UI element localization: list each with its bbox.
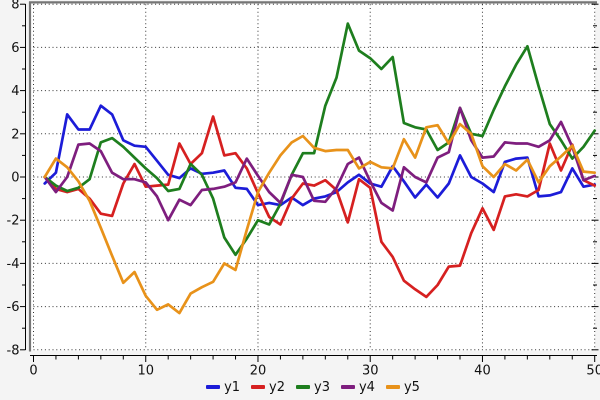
legend-swatch-icon <box>340 385 355 389</box>
y-tick-label: -6 <box>7 300 20 315</box>
axes <box>20 3 599 362</box>
legend-item-y3: y3 <box>296 380 330 395</box>
y-tick-label: -2 <box>7 214 20 229</box>
legend-item-y2: y2 <box>251 380 285 395</box>
legend-swatch-icon <box>206 385 221 389</box>
legend-label: y5 <box>403 379 420 395</box>
legend-item-y5: y5 <box>385 379 420 395</box>
y-tick-label: 4 <box>11 84 19 99</box>
y-tick-label: 2 <box>11 127 19 142</box>
legend-swatch-icon <box>251 385 266 389</box>
chart-legend: y1 y2 y3 y4 y5 <box>31 377 595 397</box>
legend-label: y4 <box>358 379 375 395</box>
legend-label: y3 <box>314 379 330 395</box>
x-tick-label: 20 <box>250 364 267 379</box>
legend-swatch-icon <box>296 385 311 389</box>
legend-label: y1 <box>224 379 241 395</box>
y-tick-label: 8 <box>11 0 19 13</box>
y-tick-label: 6 <box>11 41 19 56</box>
x-tick-label: 0 <box>29 364 37 379</box>
x-tick-label: 30 <box>362 364 379 379</box>
y-tick-label: 0 <box>11 171 19 186</box>
series-line-y5 <box>43 122 597 315</box>
x-tick-label: 10 <box>137 364 154 379</box>
y-tick-label: -8 <box>7 343 20 358</box>
plot-area <box>31 3 595 351</box>
plot-border <box>28 1 597 352</box>
legend-label: y2 <box>269 379 286 395</box>
series-line-y3 <box>43 22 597 257</box>
grid <box>33 3 596 351</box>
legend-item-y1: y1 <box>206 380 240 395</box>
x-tick-label: 40 <box>474 364 491 379</box>
series-line-y4 <box>43 106 597 222</box>
legend-swatch-icon <box>385 385 400 389</box>
x-tick-label: 50 <box>586 364 600 379</box>
y-tick-label: -4 <box>7 257 20 272</box>
series-line-y2 <box>43 115 597 299</box>
legend-item-y4: y4 <box>340 379 375 395</box>
